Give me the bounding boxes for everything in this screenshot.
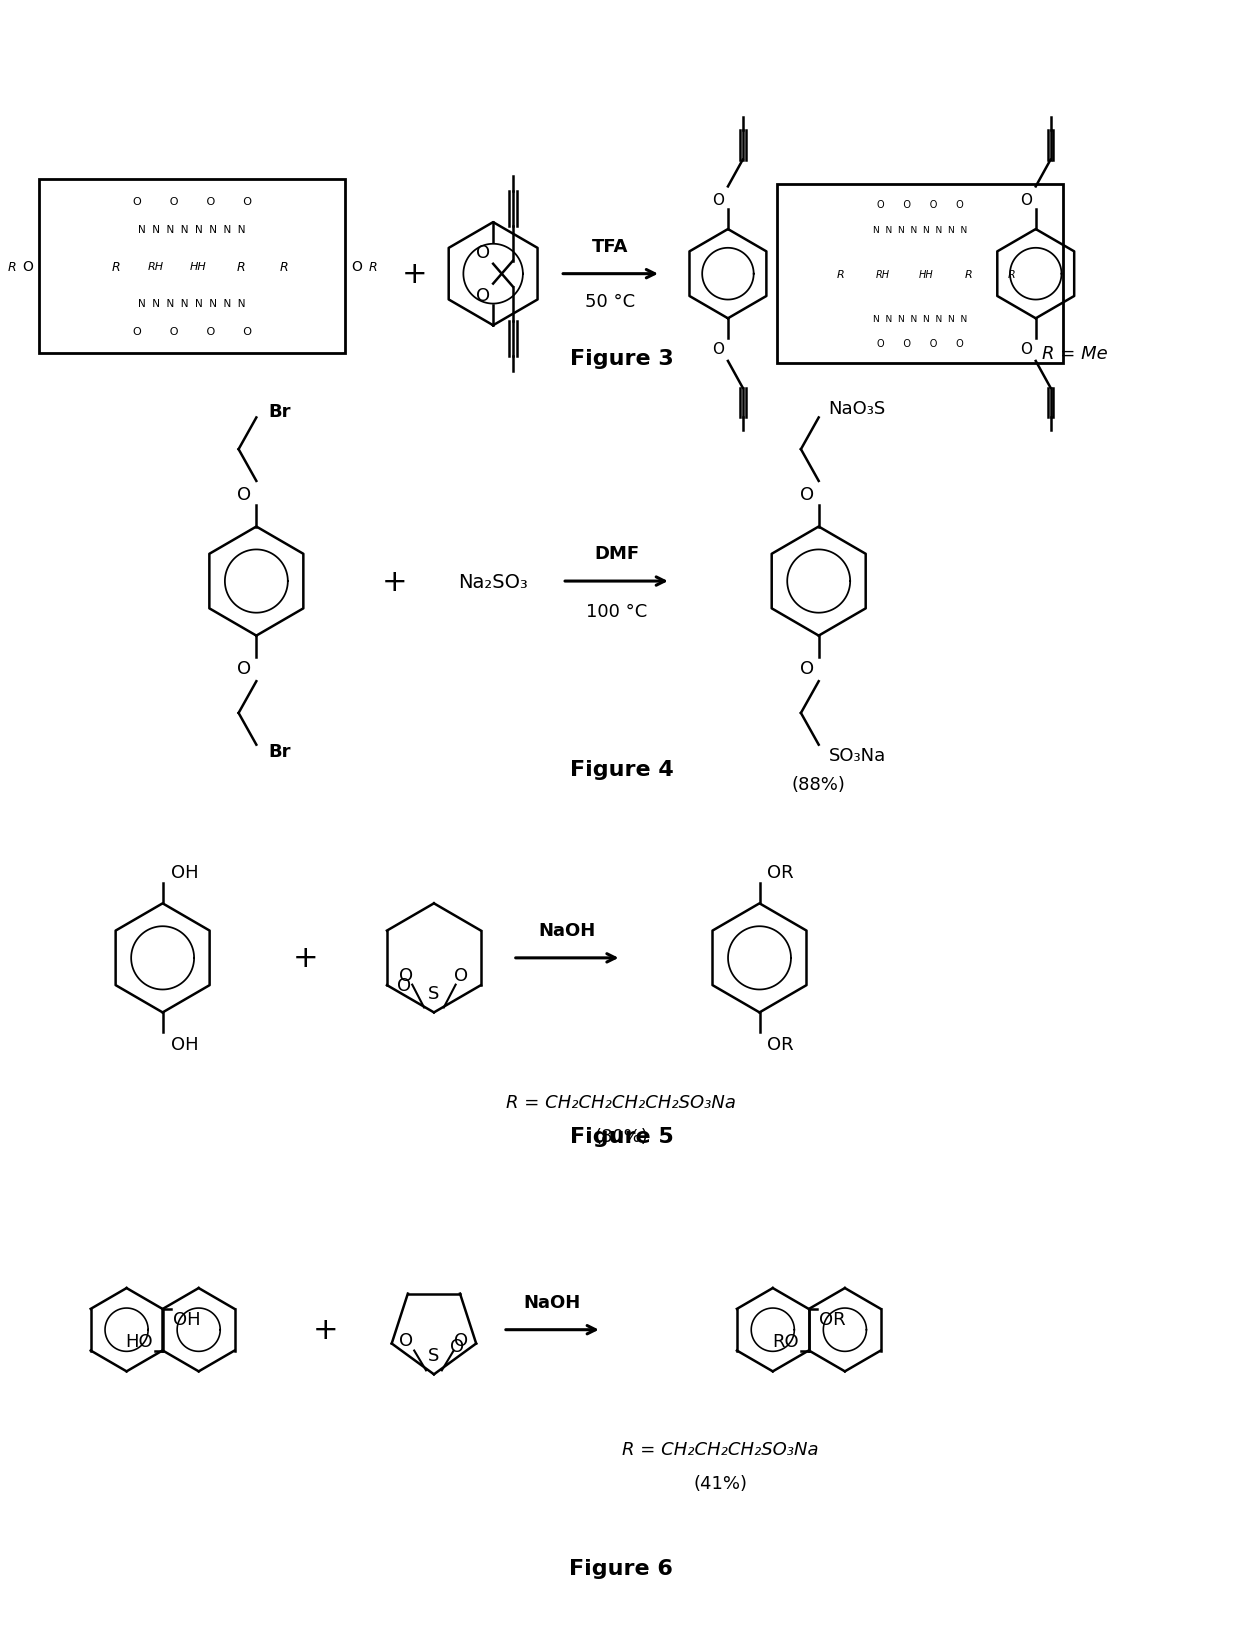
Text: R: R xyxy=(368,260,377,274)
Text: Figure 6: Figure 6 xyxy=(569,1557,673,1577)
Text: (41%): (41%) xyxy=(693,1475,746,1493)
Text: OH: OH xyxy=(171,864,198,882)
Text: O: O xyxy=(397,977,410,994)
Text: RO: RO xyxy=(773,1332,799,1350)
Text: S: S xyxy=(428,986,440,1004)
Text: S: S xyxy=(428,1346,440,1365)
Text: O      O      O      O: O O O O xyxy=(877,339,963,349)
Text: R: R xyxy=(237,260,246,274)
Text: O: O xyxy=(352,260,362,274)
Text: O: O xyxy=(399,966,413,984)
Text: O: O xyxy=(237,659,252,677)
Text: N  N  N  N  N  N  N  N: N N N N N N N N xyxy=(139,224,246,236)
Text: O: O xyxy=(455,966,469,984)
Text: O: O xyxy=(1019,341,1032,356)
Text: RH: RH xyxy=(875,270,890,280)
Text: NaO₃S: NaO₃S xyxy=(828,399,885,417)
Text: HO: HO xyxy=(125,1332,153,1350)
Text: O: O xyxy=(800,659,813,677)
Text: N  N  N  N  N  N  N  N: N N N N N N N N xyxy=(873,226,967,234)
Text: O        O        O        O: O O O O xyxy=(133,326,252,336)
Text: O: O xyxy=(1019,193,1032,208)
Text: RH: RH xyxy=(148,262,164,272)
Text: O: O xyxy=(712,341,724,356)
Text: R: R xyxy=(112,260,120,274)
Text: O: O xyxy=(22,260,33,274)
Text: Na₂SO₃: Na₂SO₃ xyxy=(459,572,528,592)
Text: 50 °C: 50 °C xyxy=(585,293,636,311)
Text: Figure 4: Figure 4 xyxy=(569,760,673,780)
Text: N  N  N  N  N  N  N  N: N N N N N N N N xyxy=(139,300,246,310)
Text: OR: OR xyxy=(768,1035,794,1053)
Text: R: R xyxy=(280,260,288,274)
Text: HH: HH xyxy=(919,270,934,280)
Text: O: O xyxy=(712,193,724,208)
Text: O: O xyxy=(399,1332,413,1348)
Text: R = Me: R = Me xyxy=(1043,344,1109,363)
Text: +: + xyxy=(382,567,407,597)
Text: O: O xyxy=(476,287,490,305)
Text: +: + xyxy=(402,260,427,288)
Text: O: O xyxy=(450,1338,464,1356)
Text: (88%): (88%) xyxy=(792,776,846,794)
Text: Br: Br xyxy=(268,742,290,760)
Text: Figure 5: Figure 5 xyxy=(569,1127,673,1147)
Text: N  N  N  N  N  N  N  N: N N N N N N N N xyxy=(873,315,967,323)
Text: TFA: TFA xyxy=(593,237,629,255)
Text: R: R xyxy=(1008,270,1016,280)
Text: OR: OR xyxy=(768,864,794,882)
Text: O: O xyxy=(476,244,490,262)
Text: (80%): (80%) xyxy=(594,1127,649,1145)
Text: SO₃Na: SO₃Na xyxy=(828,747,885,765)
Text: OR: OR xyxy=(818,1310,846,1328)
Text: R = CH₂CH₂CH₂CH₂SO₃Na: R = CH₂CH₂CH₂CH₂SO₃Na xyxy=(506,1093,737,1111)
Text: OH: OH xyxy=(171,1035,198,1053)
Text: R = CH₂CH₂CH₂SO₃Na: R = CH₂CH₂CH₂SO₃Na xyxy=(621,1440,818,1458)
Text: +: + xyxy=(312,1315,339,1345)
Text: HH: HH xyxy=(190,262,207,272)
Text: O        O        O        O: O O O O xyxy=(133,198,252,208)
Text: OH: OH xyxy=(172,1310,201,1328)
Text: R: R xyxy=(965,270,973,280)
Text: NaOH: NaOH xyxy=(523,1294,582,1312)
Text: DMF: DMF xyxy=(594,545,639,564)
Text: Figure 3: Figure 3 xyxy=(569,349,673,369)
Text: R: R xyxy=(7,260,16,274)
Text: R: R xyxy=(836,270,844,280)
Text: 100 °C: 100 °C xyxy=(585,603,647,620)
Text: O: O xyxy=(455,1332,469,1348)
Text: O: O xyxy=(800,486,813,504)
Text: Br: Br xyxy=(268,404,290,422)
Text: NaOH: NaOH xyxy=(538,921,595,939)
Text: O: O xyxy=(237,486,252,504)
Text: +: + xyxy=(293,944,319,972)
Text: O      O      O      O: O O O O xyxy=(877,199,963,211)
